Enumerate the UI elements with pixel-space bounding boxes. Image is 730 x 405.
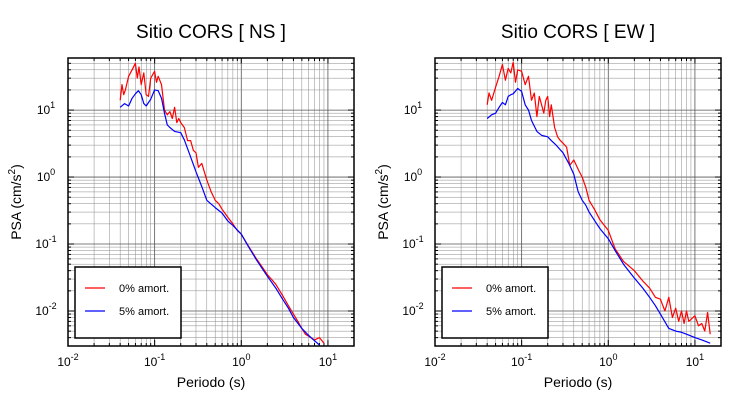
legend-box — [74, 266, 182, 339]
x-axis-label: Periodo (s) — [177, 374, 245, 390]
legend-label-1: 5% amort. — [119, 306, 169, 318]
plot-frame — [434, 57, 722, 347]
x-tick-label: 101 — [686, 352, 704, 369]
legend-label-1: 5% amort. — [486, 306, 536, 318]
legend-label-0: 0% amort. — [486, 283, 536, 295]
series-line-0 — [486, 61, 711, 335]
legend-box — [441, 266, 549, 339]
y-axis-label-main: PSA (cm/s — [8, 174, 24, 239]
y-axis-label-sup: 2 — [374, 168, 385, 174]
legend-label-0: 0% amort. — [119, 283, 169, 295]
y-axis-label-close: ) — [375, 164, 391, 169]
legend: 0% amort. 5% amort. — [441, 266, 549, 339]
x-tick-label: 100 — [599, 352, 617, 369]
y-tick-label: 101 — [37, 100, 55, 117]
y-axis-label-main: PSA (cm/s — [375, 174, 391, 239]
y-tick-label: 100 — [37, 167, 55, 184]
y-tick-label: 10-2 — [402, 301, 423, 318]
x-tick-label: 100 — [232, 352, 250, 369]
x-tick-label: 10-2 — [57, 352, 78, 369]
x-axis-label: Periodo (s) — [544, 374, 612, 390]
chart-panel-ew: Sitio CORS [ EW ] 10-2 10-1 100 101 10-2 10-1… — [374, 22, 722, 390]
y-tick-label: 10-1 — [402, 234, 423, 251]
chart-title: Sitio CORS [ EW ] — [501, 22, 655, 43]
chart-panel-ns: Sitio CORS [ NS ] 10-2 10-1 100 101 10-2 10-1… — [7, 22, 355, 390]
x-tick-label: 10-1 — [511, 352, 532, 369]
series-line-1 — [119, 89, 320, 346]
y-axis-label: PSA (cm/s2) — [374, 164, 391, 240]
series-line-0 — [119, 62, 325, 344]
y-tick-label: 100 — [404, 167, 422, 184]
legend: 0% amort. 5% amort. — [74, 266, 182, 339]
y-axis-label-sup: 2 — [7, 168, 18, 174]
x-tick-label: 10-1 — [144, 352, 165, 369]
chart-title: Sitio CORS [ NS ] — [136, 22, 286, 43]
x-tick-label: 101 — [319, 352, 337, 369]
y-tick-label: 10-2 — [35, 301, 56, 318]
y-axis-label-close: ) — [8, 164, 24, 169]
y-axis-label: PSA (cm/s2) — [7, 164, 24, 240]
x-tick-label: 10-2 — [424, 352, 445, 369]
series-line-1 — [486, 87, 711, 344]
y-tick-label: 101 — [404, 100, 422, 117]
y-tick-label: 10-1 — [35, 234, 56, 251]
plot-frame — [67, 57, 355, 347]
